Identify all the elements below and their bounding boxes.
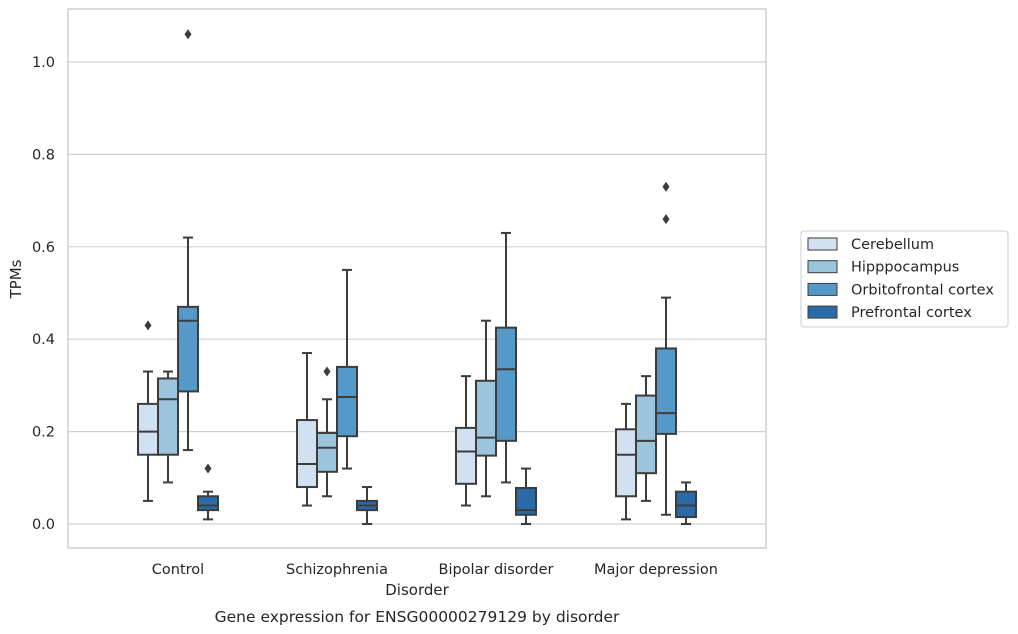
box-2-3 (655, 181, 677, 516)
box-0-0 (137, 320, 159, 502)
legend-label: Hipppocampus (851, 260, 959, 276)
outlier-point (144, 320, 152, 331)
box-iqr (655, 347, 677, 435)
box-iqr (296, 419, 318, 489)
legend-label: Cerebellum (851, 237, 934, 253)
box-iqr (157, 377, 179, 456)
legend-label: Orbitofrontal cortex (851, 282, 994, 298)
box-iqr (455, 426, 477, 485)
box-iqr (316, 431, 338, 473)
figure-caption: Gene expression for ENSG00000279129 by d… (215, 608, 620, 626)
x-axis-label: Disorder (385, 581, 449, 599)
box-iqr (336, 365, 358, 438)
outlier-point (204, 463, 212, 474)
x-tick-label: Control (152, 562, 204, 578)
box-1-3 (635, 375, 657, 502)
outlier-point (323, 366, 331, 377)
y-tick-label: 0.4 (32, 332, 55, 348)
legend-label: Prefrontal cortex (851, 305, 972, 321)
box-2-2 (495, 231, 517, 484)
x-axis-ticks: Control Schizophrenia Bipolar disorder Majo… (152, 562, 718, 578)
box-2-1 (336, 268, 358, 470)
box-2-0 (177, 29, 199, 452)
legend-frame (800, 230, 1009, 328)
box-iqr (197, 495, 219, 512)
y-tick-label: 0.6 (32, 240, 55, 256)
box-3-2 (515, 467, 537, 525)
y-tick-label: 1.0 (32, 55, 55, 71)
box-iqr (635, 394, 657, 475)
plot-area-background (68, 9, 766, 548)
y-tick-label: 0.0 (32, 517, 55, 533)
box-iqr (137, 402, 159, 456)
box-iqr (475, 379, 497, 457)
box-iqr (615, 428, 637, 498)
outlier-point (662, 181, 670, 192)
box-1-2 (475, 319, 497, 498)
y-tick-label: 0.8 (32, 147, 55, 163)
x-tick-label: Major depression (594, 562, 718, 578)
box-iqr (495, 326, 517, 442)
outlier-point (662, 214, 670, 225)
box-iqr (177, 305, 199, 393)
y-tick-label: 0.2 (32, 425, 55, 441)
legend-swatch (807, 305, 838, 319)
box-0-2 (455, 375, 477, 507)
y-axis-ticks: 0.0 0.2 0.4 0.6 0.8 1.0 (32, 55, 55, 533)
legend-swatch (807, 260, 838, 274)
y-axis-label: TPMs (7, 259, 25, 299)
legend-swatch (807, 282, 838, 296)
box-iqr (515, 486, 537, 516)
x-tick-label: Bipolar disorder (439, 562, 554, 578)
x-tick-label: Schizophrenia (286, 562, 388, 578)
box-1-0 (157, 370, 179, 484)
legend-swatch (807, 237, 838, 251)
box-series (137, 29, 697, 525)
legend: Cerebellum Hipppocampus Orbitofrontal cort… (800, 230, 1009, 328)
box-3-1 (356, 486, 378, 525)
box-3-3 (675, 481, 697, 525)
plot-area-frame (67, 8, 767, 549)
outlier-point (184, 29, 192, 40)
box-iqr (675, 490, 697, 519)
box-3-0 (197, 463, 219, 521)
box-1-1 (316, 366, 338, 498)
